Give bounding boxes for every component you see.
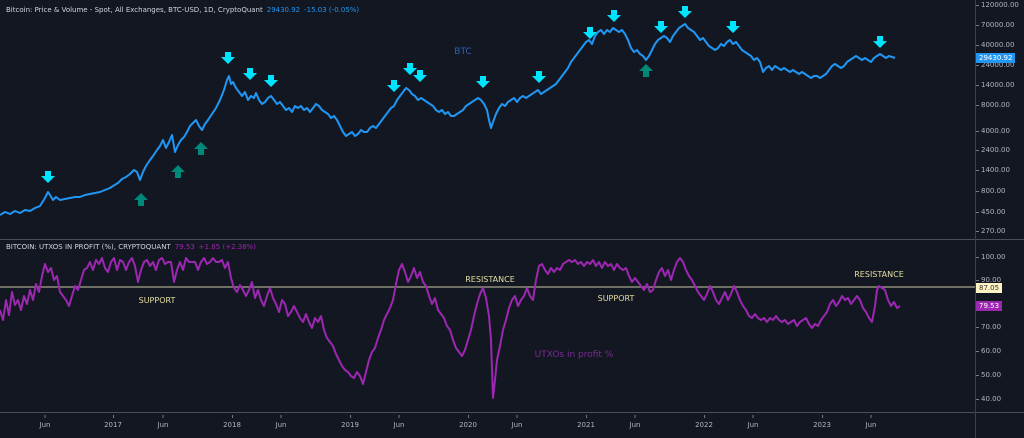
down-arrow-icon	[413, 70, 427, 82]
price-tick: 40000.00	[976, 41, 1014, 49]
utxo-legend: BITCOIN: UTXOS IN PROFIT (%), CRYPTOQUAN…	[6, 243, 256, 251]
time-label: Jun	[865, 415, 877, 429]
price-tick: 1400.00	[976, 166, 1010, 174]
price-legend-title: Bitcoin: Price & Volume - Spot, All Exch…	[6, 6, 263, 14]
utxo-tick: 60.00	[976, 347, 1001, 355]
up-arrow-icon	[171, 165, 185, 178]
price-tick: 8000.00	[976, 101, 1010, 109]
down-arrow-icon	[873, 36, 887, 48]
utxo-tick: 70.00	[976, 323, 1001, 331]
down-arrow-icon	[607, 10, 621, 22]
time-label: 2018	[223, 415, 241, 429]
price-tick: 24000.00	[976, 61, 1014, 69]
price-tick: 800.00	[976, 187, 1006, 195]
time-axis-separator	[0, 412, 975, 413]
btc-price-line	[0, 6, 896, 216]
time-label: Jun	[393, 415, 405, 429]
down-arrow-icon	[583, 27, 597, 39]
price-tick: 4000.00	[976, 127, 1010, 135]
sell-arrows	[41, 6, 887, 183]
pane-separator[interactable]	[0, 239, 975, 240]
time-label: 2022	[695, 415, 713, 429]
annotation-support-1: SUPPORT	[138, 296, 176, 305]
price-tick: 120000.00	[976, 1, 1019, 9]
time-label: 2020	[459, 415, 477, 429]
down-arrow-icon	[387, 80, 401, 92]
down-arrow-icon	[678, 6, 692, 18]
time-axis[interactable]: Jun 2017 Jun 2018 Jun 2019 Jun 2020 Jun …	[0, 413, 975, 438]
annotation-resistance-1: RESISTANCE	[465, 275, 515, 284]
utxo-tick: 100.00	[976, 253, 1006, 261]
time-label: Jun	[629, 415, 641, 429]
chart-area[interactable]: Bitcoin: Price & Volume - Spot, All Exch…	[0, 0, 975, 413]
price-tick: 70000.00	[976, 21, 1014, 29]
utxo-legend-title: BITCOIN: UTXOS IN PROFIT (%), CRYPTOQUAN…	[6, 243, 171, 251]
time-label: 2021	[577, 415, 595, 429]
level-line-badge: 87.05	[976, 283, 1003, 293]
axis-pane-separator	[976, 239, 1024, 240]
down-arrow-icon	[264, 75, 278, 87]
down-arrow-icon	[41, 171, 55, 183]
time-label: 2019	[341, 415, 359, 429]
price-tick: 2400.00	[976, 146, 1010, 154]
time-label: Jun	[39, 415, 51, 429]
down-arrow-icon	[532, 71, 546, 83]
price-legend-change: -15.03 (-0.05%)	[304, 6, 360, 14]
price-legend-value: 29430.92	[266, 6, 301, 14]
price-legend: Bitcoin: Price & Volume - Spot, All Exch…	[6, 6, 359, 14]
utxo-tick: 40.00	[976, 395, 1001, 403]
utxo-pane[interactable]: BITCOIN: UTXOS IN PROFIT (%), CRYPTOQUAN…	[0, 240, 975, 411]
time-label: Jun	[511, 415, 523, 429]
annotation-support-2: SUPPORT	[597, 294, 635, 303]
down-arrow-icon	[654, 21, 668, 33]
utxo-legend-change: +1.85 (+2.38%)	[198, 243, 257, 251]
down-arrow-icon	[476, 76, 490, 88]
btc-watermark: BTC	[454, 47, 472, 57]
down-arrow-icon	[221, 52, 235, 64]
annotation-resistance-2: RESISTANCE	[854, 270, 904, 279]
down-arrow-icon	[403, 63, 417, 75]
down-arrow-icon	[243, 68, 257, 80]
utxo-tick: 90.00	[976, 276, 1001, 284]
price-tick: 450.00	[976, 208, 1006, 216]
up-arrow-icon	[134, 193, 148, 206]
utxo-legend-value: 79.53	[174, 243, 195, 251]
buy-arrows	[134, 64, 653, 206]
up-arrow-icon	[194, 142, 208, 155]
current-utxo-badge: 79.53	[976, 301, 1003, 311]
down-arrow-icon	[726, 21, 740, 33]
up-arrow-icon	[639, 64, 653, 77]
axis-bottom-separator	[976, 412, 1024, 413]
time-label: Jun	[157, 415, 169, 429]
time-label: 2023	[813, 415, 831, 429]
time-label: 2017	[104, 415, 122, 429]
current-price-badge: 29430.92	[976, 53, 1016, 63]
price-tick: 14000.00	[976, 81, 1014, 89]
time-label: Jun	[275, 415, 287, 429]
time-label: Jun	[747, 415, 759, 429]
price-tick: 270.00	[976, 227, 1006, 235]
price-axis[interactable]: 120000.00 70000.00 40000.00 24000.00 140…	[975, 0, 1024, 438]
price-pane[interactable]: Bitcoin: Price & Volume - Spot, All Exch…	[0, 0, 975, 239]
utxo-tick: 50.00	[976, 371, 1001, 379]
utxo-watermark: UTXOs in profit %	[534, 350, 614, 360]
